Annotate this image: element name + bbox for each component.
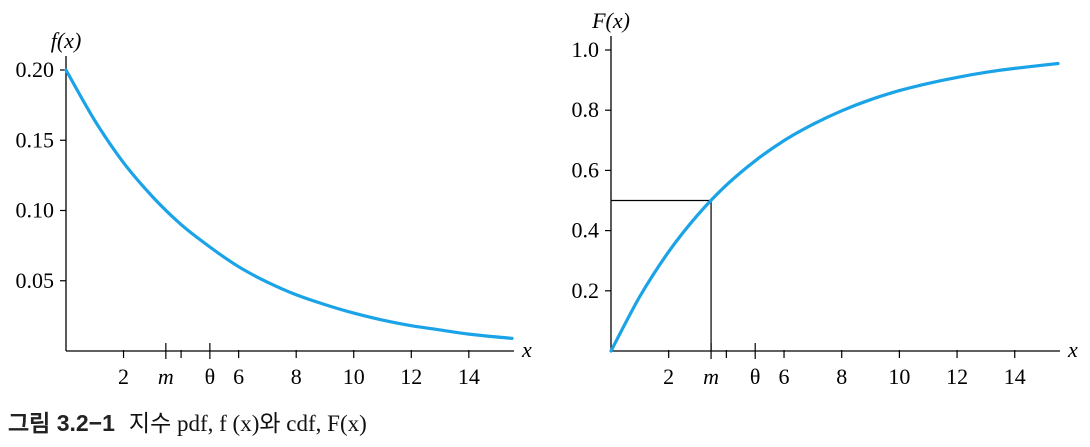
marker-label: m: [158, 364, 174, 389]
caption-label: 그림 3.2−1: [8, 410, 115, 436]
series-line: [64, 68, 514, 340]
x-tick-label: 6: [779, 364, 790, 389]
x-tick-label: 10: [888, 364, 910, 389]
y-tick-label: 0.6: [572, 157, 600, 182]
figure-caption: 그림 3.2−1 지수 pdf, f (x)와 cdf, F(x): [8, 404, 367, 438]
y-tick-label: 0.05: [16, 268, 55, 293]
y-tick-label: 0.15: [16, 127, 55, 152]
caption-text: 지수 pdf, f (x)와 cdf, F(x): [128, 411, 367, 436]
y-tick-label: 1.0: [572, 37, 600, 62]
median-guide: [611, 199, 712, 351]
x-tick-label: 14: [458, 364, 480, 389]
exponential-charts: 0.050.100.150.202 6 8 10 12 14m θxf(x)0.20.40.…: [16, 8, 1079, 389]
x-axis-label: x: [1067, 337, 1078, 362]
marker-label: m: [703, 364, 719, 389]
marker-label: θ: [750, 364, 761, 389]
y-tick-label: 0.20: [16, 57, 55, 82]
x-tick-label: 2: [118, 364, 129, 389]
y-tick-label: 0.2: [572, 278, 600, 303]
x-tick-label: 2: [663, 364, 674, 389]
y-tick-label: 0.10: [16, 198, 55, 223]
series-line: [609, 61, 1060, 353]
y-axis-label: F(x): [591, 8, 630, 33]
x-tick-label: 10: [343, 364, 365, 389]
x-tick-label: 6: [233, 364, 244, 389]
x-axis-label: x: [521, 337, 532, 362]
x-tick-label: 8: [836, 364, 847, 389]
y-tick-label: 0.4: [572, 218, 600, 243]
y-axis-label: f(x): [51, 28, 82, 53]
x-tick-label: 12: [400, 364, 422, 389]
chart-2: 0.2 0.4 0.6 0.8 1.0 2 6 8 10 12 14 m θ x F(x): [572, 8, 1079, 389]
chart-1: 0.05 0.10 0.15 0.20 2 6 8 10 12 14 m θ x f(x): [16, 28, 533, 389]
x-tick-label: 12: [946, 364, 968, 389]
x-tick-label: 14: [1004, 364, 1026, 389]
marker-label: θ: [205, 364, 216, 389]
y-tick-label: 0.8: [572, 97, 600, 122]
x-tick-label: 8: [291, 364, 302, 389]
